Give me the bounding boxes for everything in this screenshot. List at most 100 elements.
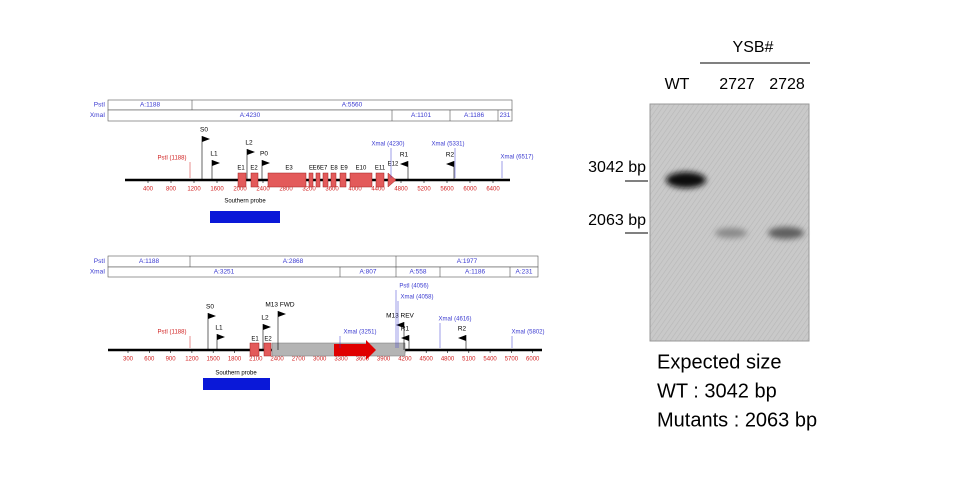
exon-label: E3 <box>285 166 293 172</box>
exon <box>237 172 247 188</box>
axis-tick-label: 1200 <box>185 357 199 363</box>
exon <box>330 172 337 188</box>
exon <box>263 342 272 357</box>
primer-flag <box>217 334 225 340</box>
axis-tick-label: 3600 <box>356 357 370 363</box>
axis-tick-label: 2400 <box>256 187 270 193</box>
axis-tick-label: 6000 <box>463 187 477 193</box>
axis-tick-label: 4200 <box>398 357 412 363</box>
group-label: YSB# <box>733 39 774 56</box>
primer-label: M13 REV <box>386 313 414 320</box>
exon-label: E6E7 <box>313 166 328 172</box>
fragment-label: A:558 <box>410 269 427 276</box>
exon-label: E11 <box>375 166 386 172</box>
fragment-label: A:1186 <box>465 269 486 276</box>
primer-flag <box>208 313 216 319</box>
axis-tick-label: 2700 <box>292 357 306 363</box>
axis-tick-label: 5700 <box>505 357 519 363</box>
site-label: XmaI (5802) <box>511 330 544 336</box>
enzyme-label: XmaI <box>90 112 105 119</box>
axis-tick-label: 3000 <box>313 357 327 363</box>
gel-band <box>666 172 706 188</box>
axis-tick-label: 3200 <box>302 187 316 193</box>
primer-label: S0 <box>206 304 214 311</box>
primer-label: R2 <box>458 326 467 333</box>
exon <box>250 172 259 188</box>
axis-tick-label: 1200 <box>187 187 201 193</box>
fragment-label: A:5560 <box>342 102 363 109</box>
exon-label: E2 <box>264 337 272 343</box>
axis-tick-label: 3900 <box>377 357 391 363</box>
probe-bar <box>203 378 270 390</box>
enzyme-label: PstI <box>94 102 105 109</box>
lane-label: WT <box>665 76 690 93</box>
expected-title: Expected size <box>657 351 782 373</box>
axis-tick-label: 1800 <box>228 357 242 363</box>
exon-label: E9 <box>340 166 348 172</box>
axis-tick-label: 4000 <box>348 187 362 193</box>
axis-tick-label: 600 <box>144 357 155 363</box>
axis-tick-label: 3300 <box>334 357 348 363</box>
exon <box>387 172 397 188</box>
gel-image <box>649 103 810 342</box>
fragment-row <box>107 266 539 278</box>
exon <box>315 172 321 188</box>
exon <box>267 172 307 188</box>
enzyme-label: PstI <box>94 258 105 265</box>
axis-tick-label: 5600 <box>440 187 454 193</box>
site-label: XmaI (4058) <box>400 295 433 301</box>
axis-tick-label: 2100 <box>249 357 263 363</box>
primer-flag <box>202 136 210 142</box>
axis-tick-label: 2000 <box>233 187 247 193</box>
fragment-label: A:1186 <box>464 112 485 119</box>
axis-tick-label: 2800 <box>279 187 293 193</box>
primer-label: R1 <box>401 326 410 333</box>
site-label: XmaI (4616) <box>438 317 471 323</box>
site-label: PstI (4056) <box>399 284 428 290</box>
primer-label: L1 <box>215 325 223 332</box>
probe-label: Southern probe <box>215 371 257 377</box>
primer-label: R1 <box>400 152 409 159</box>
exon <box>322 172 329 188</box>
site-label: XmaI (3251) <box>343 330 376 336</box>
exon-label: E8 <box>330 166 338 172</box>
primer-label: P0 <box>260 151 268 158</box>
exon <box>339 172 347 188</box>
primer-flag <box>247 149 255 155</box>
axis-tick-label: 800 <box>166 187 177 193</box>
exon-label: E2 <box>250 166 258 172</box>
lane-label: 2727 <box>719 76 755 93</box>
fragment-label: A:4230 <box>240 112 261 119</box>
primer-flag <box>458 335 466 341</box>
exon-label: E10 <box>356 166 367 172</box>
axis-tick-label: 4800 <box>441 357 455 363</box>
axis-tick-label: 6000 <box>526 357 540 363</box>
exon-label: E <box>309 166 313 172</box>
marker-label: 2063 bp <box>588 212 646 229</box>
axis-tick-label: 400 <box>143 187 154 193</box>
axis-tick-label: 4800 <box>394 187 408 193</box>
fragment-label: A:231 <box>516 269 533 276</box>
exon <box>308 172 314 188</box>
fragment-label: A:3251 <box>214 269 235 276</box>
primer-flag <box>401 335 409 341</box>
axis-tick-label: 5200 <box>417 187 431 193</box>
primer-flag <box>263 324 271 330</box>
primer-label: L1 <box>210 151 218 158</box>
axis-tick-label: 2400 <box>270 357 284 363</box>
primer-label: R2 <box>446 152 455 159</box>
axis-tick-label: 1500 <box>207 357 221 363</box>
fragment-label: A:1188 <box>139 258 160 265</box>
exon <box>349 172 373 188</box>
enzyme-label: XmaI <box>90 269 105 276</box>
marker-label: 3042 bp <box>588 159 646 176</box>
primer-flag <box>262 160 270 166</box>
site-label: XmaI (4230) <box>371 142 404 148</box>
exon-label: E12 <box>388 162 399 168</box>
axis-tick-label: 6400 <box>486 187 500 193</box>
axis-tick-label: 300 <box>123 357 134 363</box>
axis-tick-label: 4400 <box>371 187 385 193</box>
exon <box>375 172 385 188</box>
